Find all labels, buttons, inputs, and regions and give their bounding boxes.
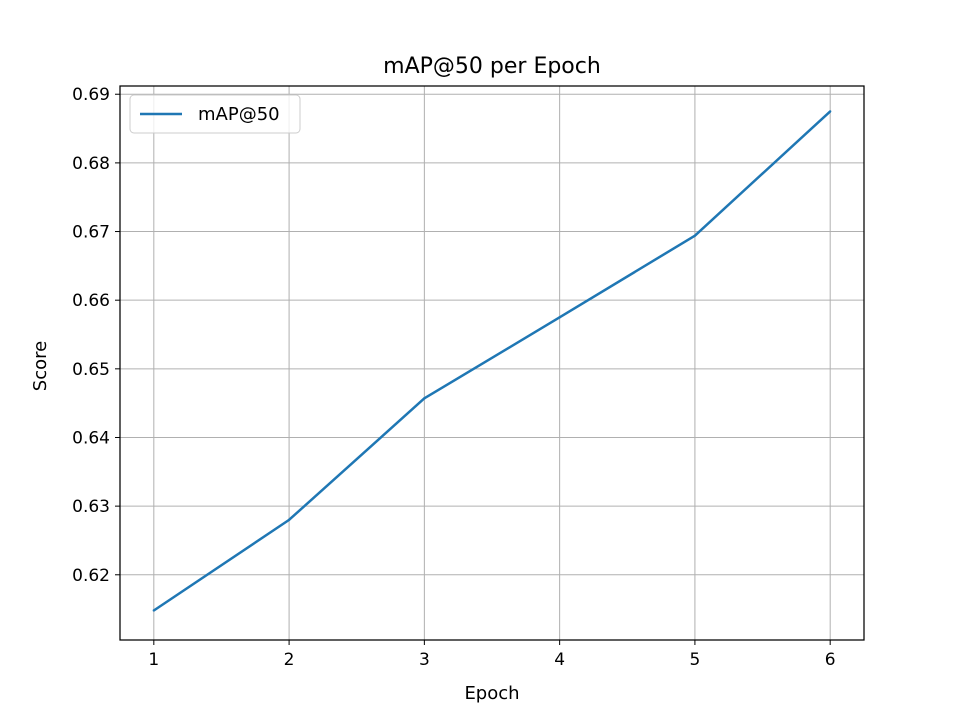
data-point <box>152 609 156 612</box>
legend: mAP@50 <box>129 94 301 134</box>
x-tick-label: 3 <box>419 650 430 670</box>
x-tick-label: 2 <box>284 650 295 670</box>
y-tick-label: 0.67 <box>72 223 110 243</box>
grid-lines <box>120 86 864 640</box>
y-tick-label: 0.63 <box>72 497 110 517</box>
y-tick-label: 0.66 <box>72 291 110 311</box>
data-point <box>287 518 291 522</box>
x-tick-label: 4 <box>554 650 565 670</box>
x-axis-label: Epoch <box>464 683 519 704</box>
data-point <box>558 316 561 319</box>
data-point <box>828 110 832 113</box>
series-layer <box>152 110 832 612</box>
series-line-map50 <box>153 110 832 612</box>
x-tick-label: 1 <box>148 650 159 670</box>
x-tick-label: 5 <box>689 650 700 670</box>
x-axis-ticks: 1 2 3 4 5 6 <box>148 640 836 670</box>
chart-title: mAP@50 per Epoch <box>383 54 601 79</box>
y-axis-ticks: 0.62 0.63 0.64 0.65 0.66 0.67 0.68 0.69 <box>72 85 120 586</box>
data-point <box>423 397 426 400</box>
y-tick-label: 0.62 <box>72 566 110 586</box>
y-tick-label: 0.68 <box>72 154 110 174</box>
data-point <box>693 234 697 237</box>
y-tick-label: 0.65 <box>72 360 110 380</box>
legend-box <box>129 94 301 134</box>
plot-frame <box>119 85 865 641</box>
y-tick-label: 0.69 <box>72 85 110 105</box>
y-axis-label: Score <box>30 341 51 391</box>
legend-label-map50: mAP@50 <box>198 104 280 125</box>
x-tick-label: 6 <box>825 650 836 670</box>
y-tick-label: 0.64 <box>72 428 110 448</box>
